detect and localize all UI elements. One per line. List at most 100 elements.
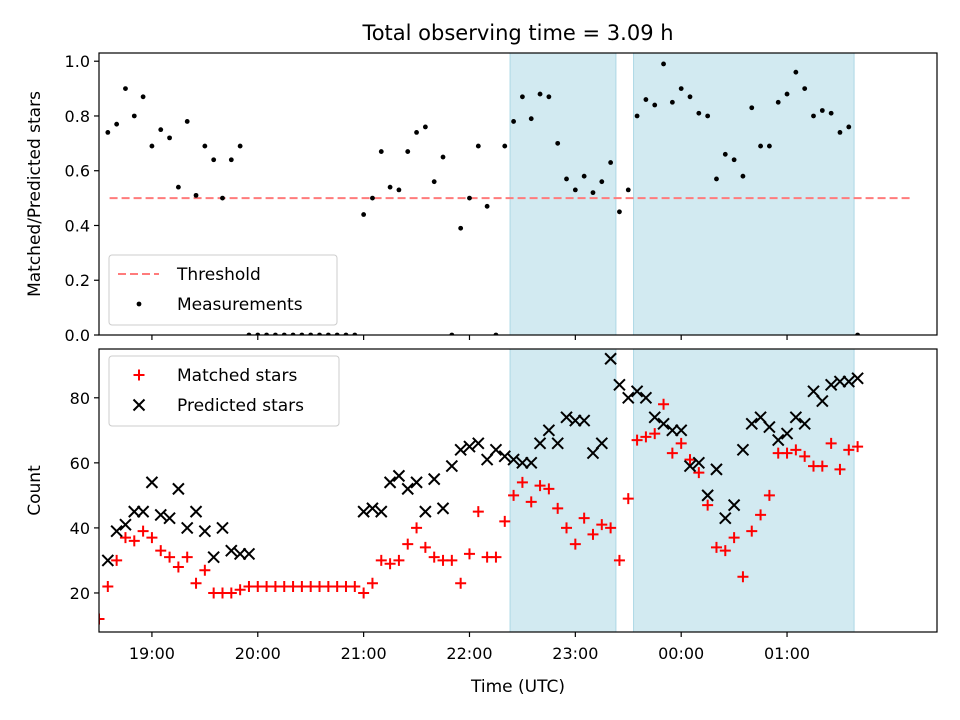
- data-point: [572, 187, 578, 193]
- data-point: [480, 453, 494, 466]
- data-point: [446, 554, 458, 566]
- data-point: [608, 160, 614, 165]
- data-point: [683, 459, 697, 473]
- x-tick-label: 20:00: [235, 644, 281, 663]
- x-tick-label: 01:00: [764, 644, 810, 663]
- data-point: [578, 512, 590, 524]
- data-point: [846, 124, 852, 130]
- y-tick-label: 0.6: [65, 162, 90, 181]
- data-point: [490, 551, 502, 563]
- data-point: [233, 547, 247, 561]
- axes-frame: [98, 52, 938, 336]
- data-point: [358, 587, 370, 599]
- data-point: [728, 532, 740, 544]
- data-point: [361, 212, 367, 217]
- data-point: [454, 443, 467, 457]
- data-point: [799, 450, 811, 462]
- data-point: [564, 176, 569, 182]
- data-point: [825, 437, 837, 449]
- observing-window-shade: [633, 349, 855, 632]
- data-point: [508, 489, 520, 501]
- data-point: [175, 184, 181, 190]
- data-point: [824, 378, 838, 391]
- data-point: [405, 149, 411, 154]
- data-point: [384, 558, 396, 570]
- data-point: [467, 195, 472, 201]
- data-point: [648, 411, 661, 424]
- data-point: [552, 502, 564, 514]
- data-point: [516, 456, 529, 470]
- data-point: [445, 459, 459, 473]
- data-point: [595, 437, 609, 450]
- data-point: [843, 444, 855, 456]
- data-point: [392, 469, 406, 483]
- data-point: [199, 564, 211, 576]
- series-measurements: [105, 61, 861, 335]
- observing-window-shade: [509, 53, 617, 335]
- data-point: [798, 417, 811, 431]
- legend-box: [108, 254, 338, 326]
- data-point: [852, 441, 864, 453]
- data-point: [719, 545, 731, 557]
- data-point: [378, 149, 384, 154]
- x-tick-label: 22:00: [446, 644, 492, 663]
- data-point: [131, 113, 137, 119]
- data-point: [816, 460, 828, 472]
- data-point: [816, 394, 829, 408]
- data-point: [99, 613, 105, 625]
- legend-entry-label: Predicted stars: [177, 396, 304, 416]
- data-point: [652, 102, 658, 108]
- data-point: [484, 203, 490, 209]
- data-point: [758, 143, 763, 149]
- data-point: [622, 391, 635, 405]
- data-point: [225, 587, 237, 599]
- data-point: [111, 554, 123, 566]
- data-point: [701, 489, 714, 502]
- data-point: [590, 190, 596, 196]
- data-point: [458, 225, 464, 231]
- data-point: [649, 428, 661, 440]
- y-axis-label: Matched/Predicted stars: [25, 91, 45, 297]
- data-point: [516, 476, 528, 488]
- data-point: [613, 554, 625, 566]
- data-point: [617, 209, 622, 215]
- data-point: [693, 467, 705, 479]
- data-point: [669, 99, 675, 105]
- data-point: [228, 157, 234, 163]
- observing-window-shade: [509, 349, 617, 632]
- data-point: [387, 184, 393, 190]
- data-point: [605, 522, 617, 534]
- data-point: [393, 554, 405, 566]
- data-point: [702, 499, 714, 511]
- x-axis-label: Time (UTC): [470, 677, 565, 697]
- data-point: [105, 129, 111, 135]
- data-point: [114, 121, 120, 127]
- data-point: [366, 577, 378, 589]
- legend-swatch: [136, 301, 142, 307]
- data-point: [763, 420, 776, 434]
- data-point: [237, 143, 243, 149]
- data-point: [793, 69, 799, 75]
- data-point: [410, 476, 423, 489]
- data-point: [149, 143, 155, 149]
- data-point: [710, 541, 722, 553]
- data-point: [727, 498, 741, 512]
- legend-entry-label: Measurements: [177, 295, 303, 315]
- data-point: [658, 398, 670, 410]
- chart-title: Total observing time = 3.09 h: [361, 21, 673, 45]
- data-point: [375, 554, 387, 566]
- data-point: [767, 143, 772, 149]
- data-point: [414, 129, 419, 135]
- y-tick-label: 60: [70, 454, 90, 473]
- data-point: [489, 443, 503, 457]
- panel-top-ratio: 0.0 0.2 0.4 0.6 0.8 1.0 Matched/Predicted star…: [25, 52, 938, 345]
- data-point: [599, 179, 605, 185]
- x-tick-label: 21:00: [341, 644, 387, 663]
- data-point: [357, 505, 370, 518]
- data-point: [577, 414, 591, 427]
- data-point: [736, 443, 750, 457]
- legend-entry-label: Matched stars: [177, 366, 297, 386]
- x-tick-label: 00:00: [658, 644, 704, 663]
- y-axis-label: Count: [25, 465, 45, 516]
